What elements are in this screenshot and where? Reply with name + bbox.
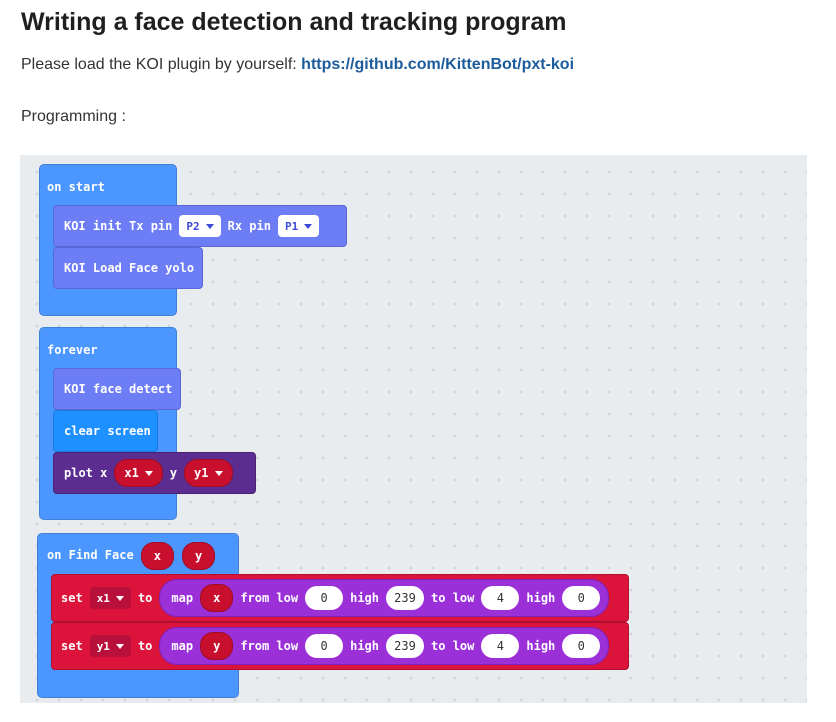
from-low-input[interactable]: 0 (305, 634, 344, 658)
face-detect-label: KOI face detect (64, 382, 173, 396)
high-label: high (350, 639, 380, 653)
chevron-down-icon (304, 223, 313, 229)
clear-screen-label: clear screen (64, 424, 151, 438)
koi-load-label: KOI Load Face yolo (64, 261, 195, 275)
chevron-down-icon (214, 470, 223, 476)
chevron-down-icon (115, 595, 124, 601)
koi-init-label: KOI init Tx pin (64, 219, 173, 233)
set-x1-block[interactable]: set x1 to map x from low 0 high 239 to l… (51, 574, 629, 622)
programming-label: Programming : (21, 108, 126, 125)
koi-init-block[interactable]: KOI init Tx pin P2 Rx pin P1 (53, 205, 347, 247)
set-label: set (61, 591, 83, 605)
page-title: Writing a face detection and tracking pr… (21, 8, 567, 36)
koi-face-detect-block[interactable]: KOI face detect (53, 368, 181, 410)
set-y1-block[interactable]: set y1 to map y from low 0 high 239 to l… (51, 622, 629, 670)
plot-x-label: plot x (64, 466, 108, 480)
high-label: high (350, 591, 380, 605)
blocks-workspace[interactable]: on start KOI init Tx pin P2 Rx pin P1 KO… (20, 155, 807, 703)
intro-label: Please load the KOI plugin by yourself: (21, 56, 297, 73)
x1-variable-dropdown[interactable]: x1 (114, 459, 163, 487)
forever-label: forever (47, 343, 98, 357)
y1-variable-dropdown[interactable]: y1 (89, 635, 131, 657)
from-high-input[interactable]: 239 (386, 586, 425, 610)
chevron-down-icon (144, 470, 153, 476)
clear-screen-block[interactable]: clear screen (53, 410, 158, 452)
on-find-face-label: on Find Face (47, 548, 134, 562)
map-arg-y[interactable]: y (200, 632, 234, 660)
on-start-label: on start (47, 180, 105, 194)
to-label: to (137, 591, 153, 605)
rx-pin-dropdown[interactable]: P1 (277, 215, 320, 237)
to-low-input[interactable]: 4 (481, 586, 520, 610)
param-x[interactable]: x (140, 542, 174, 570)
to-low-label: to low (431, 639, 475, 653)
from-high-input[interactable]: 239 (386, 634, 425, 658)
param-y[interactable]: y (181, 542, 216, 570)
high-label: high (526, 591, 556, 605)
to-low-input[interactable]: 4 (481, 634, 520, 658)
koi-load-face-block[interactable]: KOI Load Face yolo (53, 247, 203, 289)
chevron-down-icon (115, 643, 124, 649)
intro-text: Please load the KOI plugin by yourself: … (21, 56, 574, 74)
from-low-label: from low (240, 639, 299, 653)
x1-variable-dropdown[interactable]: x1 (89, 587, 131, 609)
map-block[interactable]: map x from low 0 high 239 to low 4 high … (159, 579, 610, 617)
to-high-input[interactable]: 0 (562, 586, 601, 610)
plugin-link[interactable]: https://github.com/KittenBot/pxt-koi (301, 56, 575, 73)
chevron-down-icon (205, 223, 214, 229)
high-label: high (526, 639, 556, 653)
map-label: map (171, 639, 194, 653)
to-high-input[interactable]: 0 (562, 634, 601, 658)
map-label: map (171, 591, 194, 605)
set-label: set (61, 639, 83, 653)
plot-block[interactable]: plot x x1 y y1 (53, 452, 256, 494)
from-low-label: from low (240, 591, 299, 605)
to-label: to (137, 639, 153, 653)
tx-pin-dropdown[interactable]: P2 (179, 215, 221, 237)
map-arg-x[interactable]: x (200, 584, 234, 612)
rx-pin-label: Rx pin (227, 219, 271, 233)
y1-variable-dropdown[interactable]: y1 (184, 459, 233, 487)
to-low-label: to low (431, 591, 475, 605)
map-block[interactable]: map y from low 0 high 239 to low 4 high … (159, 627, 610, 665)
plot-y-label: y (169, 466, 178, 480)
from-low-input[interactable]: 0 (305, 586, 344, 610)
